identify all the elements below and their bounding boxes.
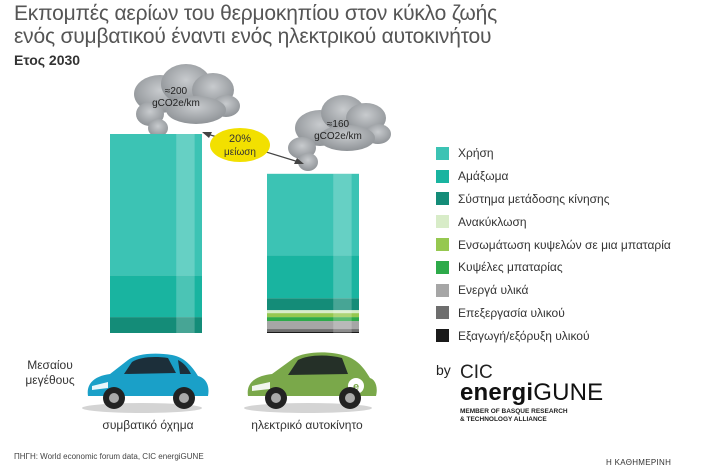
- legend: Χρήση Αμάξωμα Σύστημα μετάδοσης κίνησης Ανα…: [436, 142, 671, 347]
- legend-swatch: [436, 146, 449, 160]
- total-value-conventional: ≈200: [165, 86, 188, 97]
- reduction-bubble: [210, 128, 270, 162]
- bar-stack-0: [110, 134, 202, 333]
- logo-by: by: [436, 362, 451, 378]
- smoke-cloud-electric: [288, 95, 391, 171]
- legend-item: Κυψέλες μπαταρίας: [436, 256, 671, 279]
- legend-swatch: [436, 306, 449, 320]
- bar-segment-1-2: [267, 321, 359, 330]
- legend-swatch: [436, 215, 449, 229]
- logo-word-bold: energi: [460, 379, 534, 406]
- bar-stack-1: [267, 173, 359, 333]
- title-line-1: Εκπομπές αερίων του θερμοκηπίου στον κύκ…: [14, 2, 498, 25]
- legend-label: Εξαγωγή/εξόρυξη υλικού: [458, 328, 590, 343]
- legend-item: Ενσωμάτωση κυψελών σε μια μπαταρία: [436, 233, 671, 256]
- legend-swatch: [436, 238, 449, 252]
- legend-label: Ανακύκλωση: [458, 214, 527, 229]
- total-unit-conventional: gCO2e/km: [152, 98, 200, 109]
- legend-item: Εξαγωγή/εξόρυξη υλικού: [436, 324, 671, 347]
- title-line-2: ενός συμβατικού έναντι ενός ηλεκτρικού α…: [14, 25, 492, 48]
- logo-cic: CIC: [460, 362, 493, 383]
- bar-segment-1-5: [267, 310, 359, 314]
- legend-item: Επεξεργασία υλικού: [436, 302, 671, 325]
- bar-segment-1-7: [267, 255, 359, 299]
- conventional-car-image: [82, 353, 209, 413]
- bar-segment-1-6: [267, 298, 359, 311]
- bar-segment-1-3: [267, 317, 359, 322]
- bar-highlight-1: [333, 173, 352, 333]
- total-label-conventional: ≈200 gCO2e/km: [152, 86, 200, 109]
- legend-item: Ενεργά υλικά: [436, 279, 671, 302]
- logo-tagline-2: & TECHNOLOGY ALLIANCE: [460, 416, 547, 423]
- legend-swatch: [436, 192, 449, 206]
- publisher-brand: Η ΚΑΘΗΜΕΡΙΝΗ: [606, 458, 672, 467]
- bar-segment-1-1: [267, 329, 359, 332]
- bar-segment-1-0: [267, 332, 359, 333]
- total-value-electric: ≈160: [327, 119, 350, 130]
- chart-title: Εκπομπές αερίων του θερμοκηπίου στον κύκ…: [14, 2, 497, 48]
- bar-segment-1-8: [267, 173, 359, 256]
- logo-word-light: GUNE: [533, 379, 604, 406]
- legend-item: Ανακύκλωση: [436, 210, 671, 233]
- vehicle-size-line-1: Μεσαίου: [27, 358, 73, 372]
- legend-item: Αμάξωμα: [436, 165, 671, 188]
- legend-item: Χρήση: [436, 142, 671, 165]
- chart-subtitle: Ετος 2030: [14, 52, 81, 68]
- vehicle-size-label: Μεσαίου μεγέθους: [18, 358, 82, 388]
- legend-label: Ενσωμάτωση κυψελών σε μια μπαταρία: [458, 237, 671, 252]
- bar-segment-1-4: [267, 313, 359, 318]
- reduction-annotation: 20% μείωση: [202, 128, 304, 164]
- legend-swatch: [436, 169, 449, 183]
- smoke-cloud-conventional: [134, 64, 240, 137]
- vehicle-size-line-2: μεγέθους: [25, 373, 75, 387]
- legend-label: Χρήση: [458, 146, 494, 161]
- bar-segment-0-7: [110, 275, 202, 318]
- legend-swatch: [436, 329, 449, 343]
- bar-highlight-0: [176, 134, 195, 333]
- legend-label: Σύστημα μετάδοσης κίνησης: [458, 191, 610, 206]
- legend-item: Σύστημα μετάδοσης κίνησης: [436, 188, 671, 211]
- total-label-electric: ≈160 gCO2e/km: [314, 119, 362, 142]
- reduction-percent: 20%: [229, 133, 251, 145]
- bar-segment-0-6: [110, 317, 202, 333]
- source-note: ΠΗΓΗ: World economic forum data, CIC ene…: [14, 452, 204, 461]
- electric-car-label: ηλεκτρικό αυτοκίνητο: [251, 418, 363, 432]
- conventional-car-label: συμβατικό όχημα: [102, 418, 194, 432]
- svg-text:e: e: [353, 381, 359, 393]
- legend-label: Επεξεργασία υλικού: [458, 305, 565, 320]
- legend-label: Κυψέλες μπαταρίας: [458, 260, 563, 275]
- legend-label: Αμάξωμα: [458, 169, 509, 184]
- legend-swatch: [436, 260, 449, 274]
- legend-swatch: [436, 283, 449, 297]
- electric-car-image: e: [244, 352, 377, 413]
- total-unit-electric: gCO2e/km: [314, 131, 362, 142]
- legend-label: Ενεργά υλικά: [458, 283, 529, 298]
- logo-tagline-1: MEMBER OF BASQUE RESEARCH: [460, 408, 568, 415]
- reduction-label: μείωση: [224, 146, 256, 158]
- logo-tagline: MEMBER OF BASQUE RESEARCH & TECHNOLOGY A…: [460, 408, 580, 424]
- bar-segment-0-8: [110, 134, 202, 276]
- logo-wordmark: energiGUNE: [460, 379, 603, 407]
